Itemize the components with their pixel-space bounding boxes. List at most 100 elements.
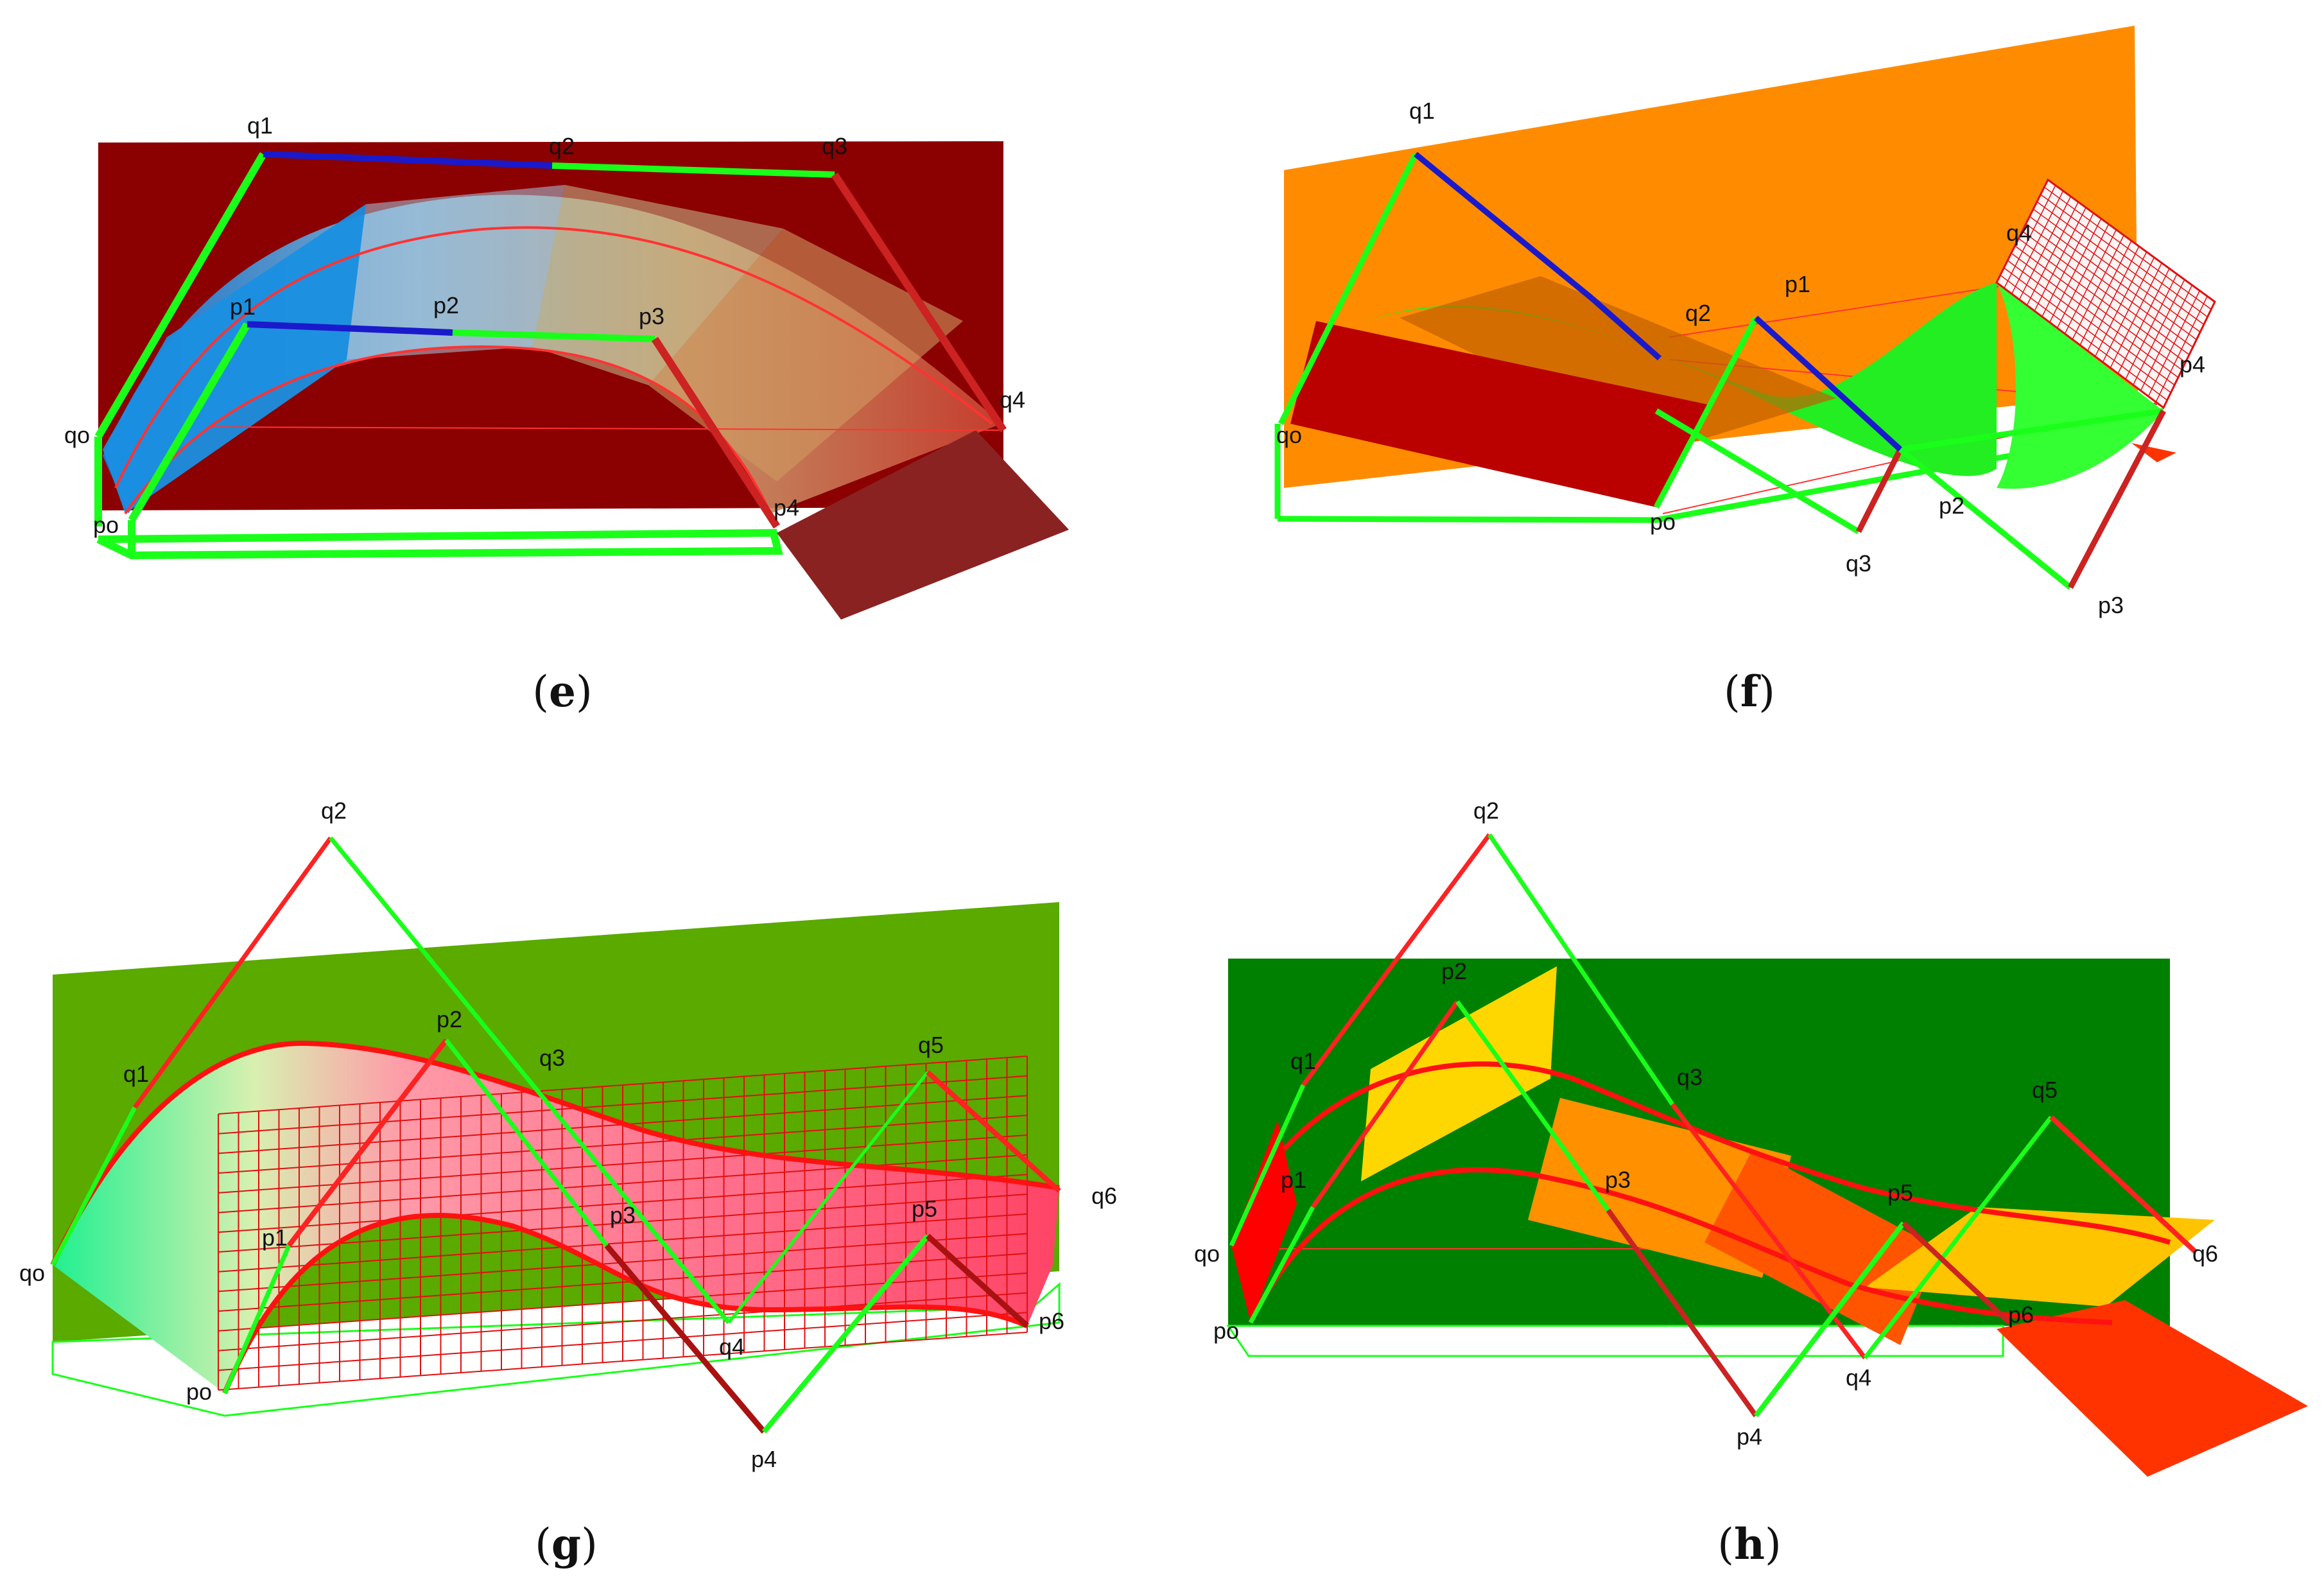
control-segment bbox=[1654, 408, 1860, 534]
yellow-plate bbox=[1361, 966, 1557, 1181]
control-segment bbox=[925, 1233, 1030, 1328]
grid-line bbox=[2040, 194, 2208, 318]
grid-line bbox=[218, 1056, 1028, 1115]
point-label-p4: p4 bbox=[774, 494, 799, 521]
panel-caption-h: (h) bbox=[1717, 1519, 1782, 1569]
grid-line bbox=[218, 1253, 1028, 1312]
point-label-q3: q3 bbox=[539, 1045, 565, 1071]
point-label-q2: q2 bbox=[321, 797, 347, 824]
base-rail bbox=[96, 528, 783, 560]
control-segment bbox=[50, 1106, 137, 1266]
point-label-p3: p3 bbox=[610, 1202, 636, 1228]
control-segment bbox=[1753, 1221, 1906, 1418]
grid-line bbox=[2033, 209, 2201, 333]
hidden-edge bbox=[211, 426, 1002, 431]
point-label-q4: q4 bbox=[1846, 1364, 1871, 1391]
control-segment bbox=[94, 152, 267, 439]
panel-e: q1 q2 q3 q4 qo p1 p2 p3 p4 po (e) bbox=[64, 112, 1069, 717]
point-label-qo: qo bbox=[64, 422, 90, 448]
grid-line bbox=[2000, 274, 2168, 401]
panel-f: q1 q2 q3 q4 qo p1 p2 p3 p4 po (f) bbox=[1274, 26, 2216, 717]
grid-line bbox=[2015, 245, 2183, 370]
control-segment bbox=[128, 322, 251, 523]
point-label-q5: q5 bbox=[918, 1032, 944, 1058]
point-label-q6: q6 bbox=[1091, 1183, 1117, 1209]
control-segment bbox=[1654, 316, 1758, 509]
surface-edge bbox=[1248, 1167, 2113, 1325]
hidden-edge bbox=[1669, 285, 2004, 338]
control-segment bbox=[2049, 1115, 2198, 1254]
point-label-p2: p2 bbox=[1939, 492, 1964, 519]
point-label-p1: p1 bbox=[1785, 271, 1810, 297]
red-plate bbox=[1231, 1120, 1297, 1323]
point-label-p5: p5 bbox=[1887, 1179, 1913, 1206]
point-label-p2: p2 bbox=[437, 1006, 462, 1032]
panel-caption-g: (g) bbox=[535, 1519, 598, 1569]
control-segment bbox=[1753, 315, 1903, 452]
grid-line bbox=[218, 1194, 1028, 1253]
control-segment bbox=[133, 836, 333, 1109]
grid-line bbox=[2018, 238, 2186, 363]
grid-line bbox=[2036, 201, 2205, 325]
point-label-qo: qo bbox=[1194, 1240, 1220, 1267]
grid-line bbox=[2029, 216, 2197, 340]
point-label-p3: p3 bbox=[2098, 592, 2124, 618]
control-segment bbox=[1863, 1115, 2053, 1360]
control-segment bbox=[604, 1244, 767, 1434]
grid-line bbox=[2011, 252, 2179, 378]
control-segment bbox=[926, 1070, 1061, 1193]
glass-plate bbox=[648, 229, 963, 482]
control-segment bbox=[329, 836, 535, 1087]
point-label-po: po bbox=[1650, 509, 1676, 535]
control-segment bbox=[1311, 1000, 1459, 1209]
point-label-q4: q4 bbox=[1000, 387, 1025, 413]
control-segment bbox=[1590, 296, 1661, 361]
point-label-p2: p2 bbox=[433, 292, 459, 318]
point-label-q6: q6 bbox=[2192, 1240, 2218, 1267]
point-label-p6: p6 bbox=[1039, 1308, 1064, 1334]
control-segment bbox=[263, 151, 553, 169]
point-label-q3: q3 bbox=[822, 133, 847, 159]
point-label-qo: qo bbox=[1276, 422, 1302, 448]
control-segment bbox=[727, 1071, 929, 1324]
point-label-p3: p3 bbox=[1605, 1167, 1631, 1193]
grid-line bbox=[2043, 186, 2212, 310]
grid-line bbox=[218, 1272, 1028, 1332]
green-surface bbox=[1367, 283, 1997, 476]
control-segment bbox=[831, 172, 1007, 433]
control-segment bbox=[286, 1038, 449, 1248]
control-segment bbox=[1487, 833, 1674, 1106]
point-label-p1: p1 bbox=[230, 293, 256, 320]
grid-line bbox=[218, 1154, 1028, 1213]
control-segment bbox=[1898, 447, 2072, 590]
grid-plate bbox=[1995, 178, 2216, 410]
red-plate bbox=[1290, 321, 1708, 507]
point-label-q1: q1 bbox=[1290, 1048, 1316, 1074]
point-label-po: po bbox=[186, 1378, 212, 1405]
control-segment bbox=[551, 162, 835, 178]
green-surface bbox=[1997, 283, 2164, 489]
point-label-q1: q1 bbox=[1409, 98, 1435, 124]
control-segment bbox=[531, 1083, 731, 1325]
panel-h: q1 q2 q3 q4 q5 q6 qo p1 p2 p3 p4 p5 p6 p… bbox=[1194, 797, 2308, 1569]
pink-surface bbox=[53, 1043, 1059, 1393]
point-label-p3: p3 bbox=[639, 303, 664, 329]
grid-line bbox=[2025, 223, 2194, 348]
grid-line bbox=[2007, 260, 2175, 386]
surface-edge bbox=[1282, 1061, 2171, 1245]
control-segment bbox=[2068, 409, 2166, 589]
control-segment bbox=[452, 329, 655, 342]
blue-plate bbox=[103, 204, 366, 514]
surface-grid bbox=[218, 1056, 1028, 1391]
control-segment bbox=[444, 1038, 609, 1248]
point-label-p5: p5 bbox=[912, 1195, 937, 1222]
point-label-q4: q4 bbox=[2006, 220, 2032, 246]
point-label-qo: qo bbox=[19, 1260, 45, 1286]
control-segment bbox=[1278, 152, 1419, 426]
point-label-q2: q2 bbox=[549, 133, 575, 159]
point-label-p4: p4 bbox=[1737, 1423, 1762, 1450]
point-label-p6: p6 bbox=[2008, 1301, 2034, 1328]
point-label-p1: p1 bbox=[1281, 1167, 1306, 1193]
control-segment bbox=[761, 1234, 930, 1434]
point-label-p4: p4 bbox=[751, 1446, 777, 1472]
